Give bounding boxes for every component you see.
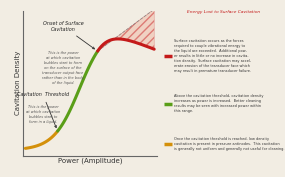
Text: Surface cavitation occurs as the forces
required to couple vibrational energy to: Surface cavitation occurs as the forces … bbox=[174, 39, 252, 73]
Polygon shape bbox=[98, 9, 154, 51]
Text: This is the power
at which cavitation
bubbles start to
form in a liquid.: This is the power at which cavitation bu… bbox=[26, 105, 60, 124]
Text: Above the cavitation threshold, cavitation density
increases as power is increas: Above the cavitation threshold, cavitati… bbox=[174, 94, 264, 113]
Text: Cavitation  Threshold: Cavitation Threshold bbox=[17, 92, 69, 128]
Text: Onset of Surface
Cavitation: Onset of Surface Cavitation bbox=[43, 21, 95, 49]
Text: Energy Lost to Surface Cavitation: Energy Lost to Surface Cavitation bbox=[187, 10, 260, 14]
Text: Once the cavitation threshold is reached, low density
cavitation is present in p: Once the cavitation threshold is reached… bbox=[174, 137, 285, 151]
X-axis label: Power (Amplitude): Power (Amplitude) bbox=[58, 157, 122, 164]
Y-axis label: Cavitation Density: Cavitation Density bbox=[15, 51, 21, 115]
Text: This is the power
at which cavitation
bubbles start to form
on the surface of th: This is the power at which cavitation bu… bbox=[42, 51, 84, 85]
